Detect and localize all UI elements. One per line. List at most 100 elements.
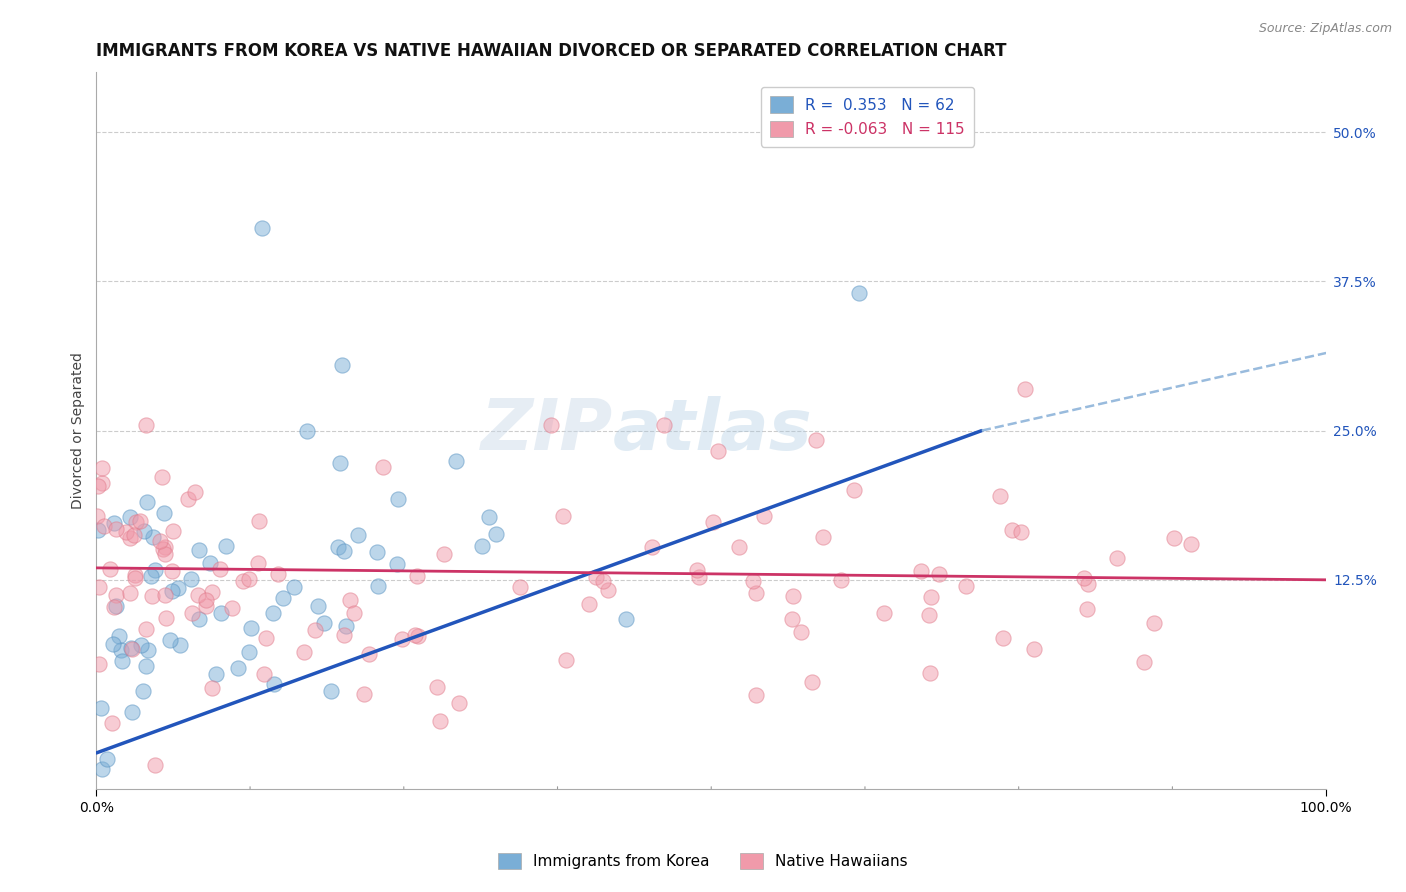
Point [238,572,260,586]
Point [169,638,191,652]
Point [991,631,1014,645]
Point [132,683,155,698]
Point [830,573,852,587]
Point [253,666,276,681]
Point [136,495,159,509]
Point [745,688,768,702]
Point [103,599,125,614]
Point [319,684,342,698]
Point [136,643,159,657]
Point [990,489,1012,503]
Point [254,632,277,646]
Point [371,459,394,474]
Point [267,567,290,582]
Point [155,611,177,625]
Point [160,583,183,598]
Point [86,509,108,524]
Point [143,562,166,576]
Point [177,491,200,506]
Point [1143,616,1166,631]
Point [159,632,181,647]
Point [920,666,942,681]
Legend: Immigrants from Korea, Native Hawaiians: Immigrants from Korea, Native Hawaiians [492,847,914,875]
Point [551,508,574,523]
Point [153,589,176,603]
Point [1073,571,1095,585]
Point [93,518,115,533]
Point [387,557,409,571]
Point [215,539,238,553]
Point [187,588,209,602]
Point [754,508,776,523]
Point [328,541,350,555]
Point [139,569,162,583]
Point [339,592,361,607]
Point [429,714,451,728]
Point [180,572,202,586]
Point [330,358,353,372]
Point [446,454,468,468]
Point [844,483,866,497]
Point [804,434,827,448]
Point [314,616,336,631]
Point [121,705,143,719]
Point [332,628,354,642]
Point [1076,602,1098,616]
Legend: R =  0.353   N = 62, R = -0.063   N = 115: R = 0.353 N = 62, R = -0.063 N = 115 [761,87,974,146]
Point [387,492,409,507]
Point [121,642,143,657]
Point [90,762,112,776]
Point [129,514,152,528]
Point [641,540,664,554]
Point [1107,551,1129,566]
Point [120,641,142,656]
Text: IMMIGRANTS FROM KOREA VS NATIVE HAWAIIAN DIVORCED OR SEPARATED CORRELATION CHART: IMMIGRANTS FROM KOREA VS NATIVE HAWAIIAN… [97,42,1007,60]
Point [295,424,318,438]
Point [1014,382,1036,396]
Point [555,653,578,667]
Point [728,541,751,555]
Point [89,657,111,671]
Point [201,585,224,599]
Point [343,607,366,621]
Point [955,579,977,593]
Point [205,667,228,681]
Point [238,645,260,659]
Point [449,696,471,710]
Point [96,752,118,766]
Point [101,716,124,731]
Point [335,619,357,633]
Point [124,571,146,585]
Point [103,516,125,530]
Point [226,661,249,675]
Point [86,479,108,493]
Point [404,628,426,642]
Point [252,220,274,235]
Point [800,675,823,690]
Point [129,638,152,652]
Point [167,581,190,595]
Point [184,484,207,499]
Point [686,563,709,577]
Point [135,417,157,432]
Point [271,591,294,606]
Point [105,589,128,603]
Point [91,475,114,490]
Point [811,530,834,544]
Point [1163,531,1185,545]
Point [848,286,870,301]
Point [585,570,607,584]
Point [91,461,114,475]
Point [333,543,356,558]
Point [540,417,562,432]
Point [143,757,166,772]
Point [485,527,508,541]
Point [592,574,614,589]
Point [702,515,724,529]
Point [742,574,765,588]
Point [357,647,380,661]
Point [149,534,172,549]
Point [790,624,813,639]
Point [246,557,269,571]
Point [471,539,494,553]
